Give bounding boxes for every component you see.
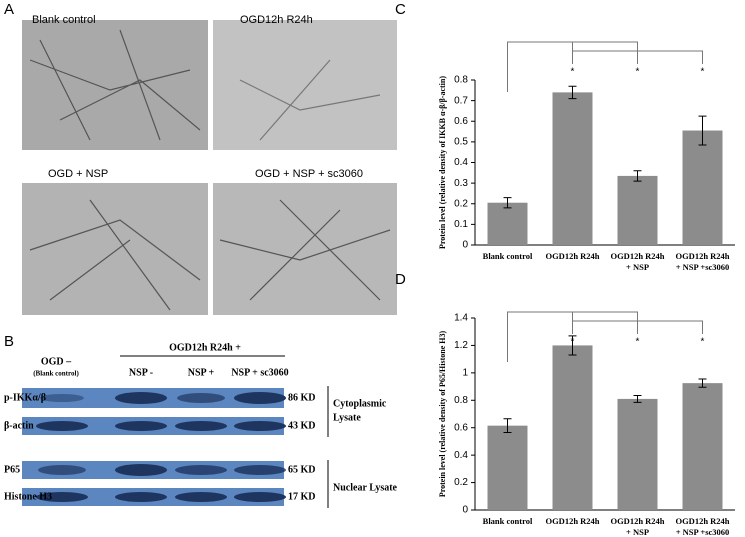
error-bar <box>633 170 642 182</box>
bar <box>617 175 658 245</box>
error-bar <box>633 394 642 403</box>
row-label: p-IKKα/β <box>4 392 46 403</box>
fraction-label: Cytoplasmic <box>333 398 387 409</box>
lane-label: NSP + sc3060 <box>231 367 288 378</box>
row-label: P65 <box>4 464 20 475</box>
error-bar <box>503 197 512 209</box>
fraction-label: Nuclear Lysate <box>333 482 398 493</box>
bar <box>617 398 658 510</box>
error-bar <box>568 335 577 356</box>
size-label: 17 KD <box>288 491 316 502</box>
bar <box>487 202 528 245</box>
bar <box>552 92 593 245</box>
bar <box>487 425 528 510</box>
lane-label: NSP - <box>129 367 153 378</box>
x-tick-label: Blank control <box>483 516 533 526</box>
panel-label: C <box>395 1 406 18</box>
panel-label: D <box>395 271 406 288</box>
y-tick-label: 0.7 <box>454 95 468 106</box>
y-tick-label: 0 <box>462 240 468 251</box>
x-tick-label: Blank control <box>483 251 533 261</box>
size-label: 65 KD <box>288 464 316 475</box>
x-tick-label: OGD12h R24h <box>545 251 599 261</box>
y-tick-label: 1.2 <box>454 340 468 351</box>
y-tick-label: 0.2 <box>454 477 468 488</box>
lane-label: NSP + <box>188 367 215 378</box>
x-tick-label: OGD12h R24h <box>675 516 729 526</box>
comparison-bracket <box>507 41 703 92</box>
y-tick-label: 1 <box>462 367 468 378</box>
bar <box>552 345 593 510</box>
x-tick-label: + NSP +sc3060 <box>676 262 730 272</box>
y-tick-label: 0.3 <box>454 178 468 189</box>
comparison-bracket <box>507 311 703 362</box>
y-axis-label: Protein level (relative density of IKKB … <box>438 76 447 249</box>
y-tick-label: 0.4 <box>454 450 468 461</box>
significance-marker: * <box>571 337 575 348</box>
image-label: OGD + NSP <box>48 168 108 180</box>
error-bar <box>503 418 512 434</box>
x-tick-label: OGD12h R24h <box>545 516 599 526</box>
bar <box>682 130 723 245</box>
image-label: OGD + NSP + sc3060 <box>255 168 363 180</box>
x-tick-label: + NSP <box>626 262 649 272</box>
y-tick-label: 0.8 <box>454 395 468 406</box>
error-bar <box>698 115 707 146</box>
significance-marker: * <box>636 67 640 78</box>
group-label: (Blank control) <box>33 370 79 378</box>
row-label: Histone H3 <box>4 491 52 502</box>
x-tick-label: + NSP +sc3060 <box>676 527 730 537</box>
y-tick-label: 0 <box>462 505 468 516</box>
error-bar <box>698 378 707 388</box>
y-tick-label: 0.2 <box>454 198 468 209</box>
row-label: β-actin <box>4 420 34 431</box>
y-tick-label: 1.4 <box>454 313 468 324</box>
size-label: 86 KD <box>288 392 316 403</box>
panel-label: B <box>4 333 14 350</box>
y-axis-label: Protein level (relative density of P65/H… <box>438 330 447 497</box>
significance-marker: * <box>571 67 575 78</box>
y-tick-label: 0.6 <box>454 116 468 127</box>
image-label: Blank control <box>32 14 96 26</box>
y-tick-label: 0.8 <box>454 75 468 86</box>
y-tick-label: 0.1 <box>454 219 468 230</box>
bar <box>682 383 723 510</box>
significance-marker: * <box>636 337 640 348</box>
x-tick-label: OGD12h R24h <box>610 251 664 261</box>
blot <box>22 388 286 506</box>
x-tick-label: + NSP <box>626 527 649 537</box>
y-tick-label: 0.4 <box>454 157 468 168</box>
group-label: OGD – <box>41 356 72 367</box>
significance-marker: * <box>701 67 705 78</box>
image-label: OGD12h R24h <box>240 14 313 26</box>
y-tick-label: 0.6 <box>454 422 468 433</box>
panel-label: A <box>4 1 14 18</box>
significance-marker: * <box>701 337 705 348</box>
x-tick-label: OGD12h R24h <box>610 516 664 526</box>
size-label: 43 KD <box>288 420 316 431</box>
error-bar <box>568 85 577 100</box>
fraction-label: Lysate <box>333 412 361 423</box>
group-label: OGD12h R24h + <box>169 342 241 353</box>
micrographs <box>22 20 397 315</box>
y-tick-label: 0.5 <box>454 137 468 148</box>
x-tick-label: OGD12h R24h <box>675 251 729 261</box>
